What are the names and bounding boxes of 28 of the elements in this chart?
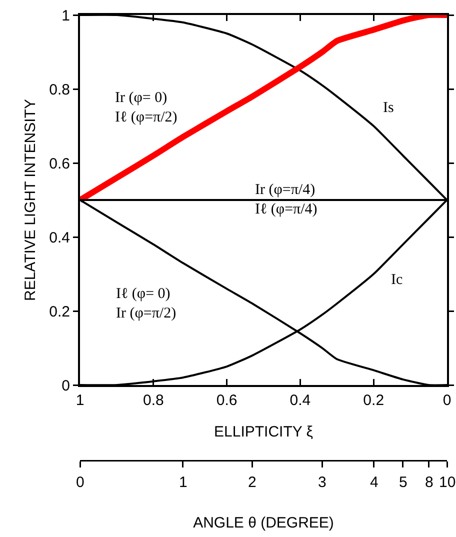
annotation: 8 (425, 474, 434, 491)
y-tick-label: 0.8 (49, 81, 70, 98)
x-tick-label: 1 (76, 392, 84, 410)
x2-axis-title: ANGLE θ (DEGREE) (193, 514, 334, 532)
series-label: Ir (φ= 0) Iℓ (φ=π/2) (115, 90, 178, 126)
x-axis-title: ELLIPTICITY ξ (214, 424, 314, 441)
annotation: 1 (179, 474, 188, 491)
x-tick-label: 0.6 (216, 392, 238, 410)
y-tick-label: 0.2 (49, 303, 70, 320)
y-tick-label: 0 (62, 377, 70, 394)
annotation: 2 (248, 474, 256, 491)
x-tick-label: 0.8 (142, 392, 164, 410)
annotation: 4 (370, 474, 378, 491)
annotation: 0 (76, 474, 84, 491)
series-label: Ir (φ=π/4) Iℓ (φ=π/4) (255, 182, 318, 218)
y-tick-label: 0.4 (49, 229, 70, 246)
annotation: 10 (439, 474, 456, 491)
y-axis-title: RELATIVE LIGHT INTENSITY (22, 99, 39, 302)
series-label: Is (383, 100, 394, 116)
x-tick-label: 0.2 (363, 392, 384, 410)
annotation: 5 (399, 474, 408, 491)
x-tick-label: 0.4 (290, 392, 311, 410)
y-tick-label: 1 (62, 7, 70, 24)
series-label: Iℓ (φ= 0) Ir (φ=π/2) (116, 286, 176, 322)
x-tick-label: 0 (442, 392, 452, 410)
series-label: Ic (391, 272, 403, 288)
annotation: 3 (318, 474, 326, 491)
y-tick-label: 0.6 (49, 155, 70, 172)
